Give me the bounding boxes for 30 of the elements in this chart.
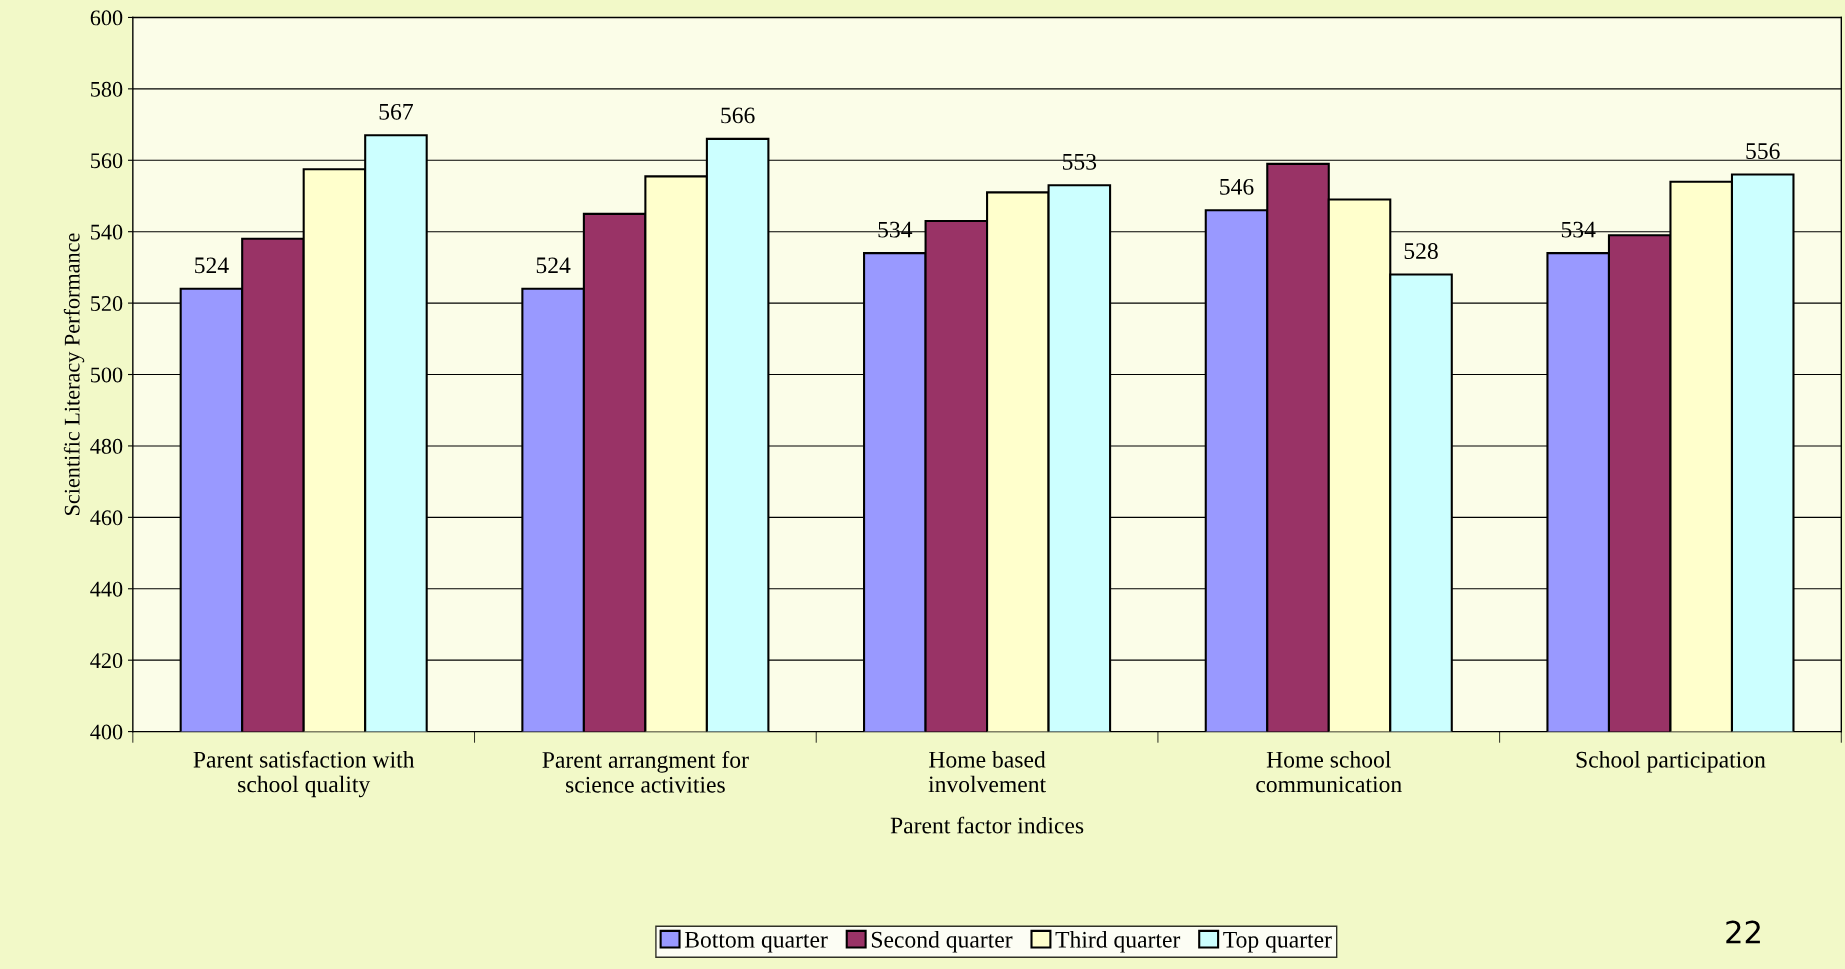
y-tick-label: 560 (91, 153, 123, 169)
x-axis-title: Parent factor indices (890, 816, 1084, 834)
legend-label: Bottom quarter (684, 931, 828, 953)
y-tick-label: 400 (90, 724, 123, 740)
y-tick-label: 600 (90, 10, 123, 26)
y-tick-label: 440 (90, 581, 123, 597)
y-tick-label: 420 (90, 653, 123, 669)
y-tick-label: 540 (91, 224, 123, 240)
data-label: 524 (536, 257, 571, 274)
data-label: 566 (721, 107, 755, 124)
x-tick-label: Home school communication (1256, 751, 1402, 793)
x-tick-label: School participation (1576, 751, 1766, 773)
legend-label: Third quarter (1055, 931, 1181, 953)
data-label: 556 (1746, 143, 1780, 160)
y-axis-title: Scientific Literacy Performance (63, 233, 85, 515)
y-tick-label: 480 (90, 438, 123, 454)
legend-label: Second quarter (871, 931, 1013, 953)
data-label: 528 (1404, 243, 1438, 260)
legend-label: Top quarter (1223, 931, 1332, 953)
text: 22 (1726, 920, 1760, 944)
data-label: 567 (379, 103, 413, 120)
data-label: 546 (1220, 178, 1254, 195)
x-tick-label: Parent arrangment for science activities (542, 751, 749, 793)
y-tick-label: 520 (91, 296, 123, 312)
x-tick-label: Parent satisfaction with school quality (193, 750, 415, 798)
data-label: 524 (195, 257, 229, 274)
y-tick-label: 580 (91, 81, 123, 97)
y-tick-label: 460 (90, 510, 123, 526)
y-tick-label: 500 (91, 367, 123, 383)
x-tick-label: Home based involvement (928, 751, 1046, 793)
